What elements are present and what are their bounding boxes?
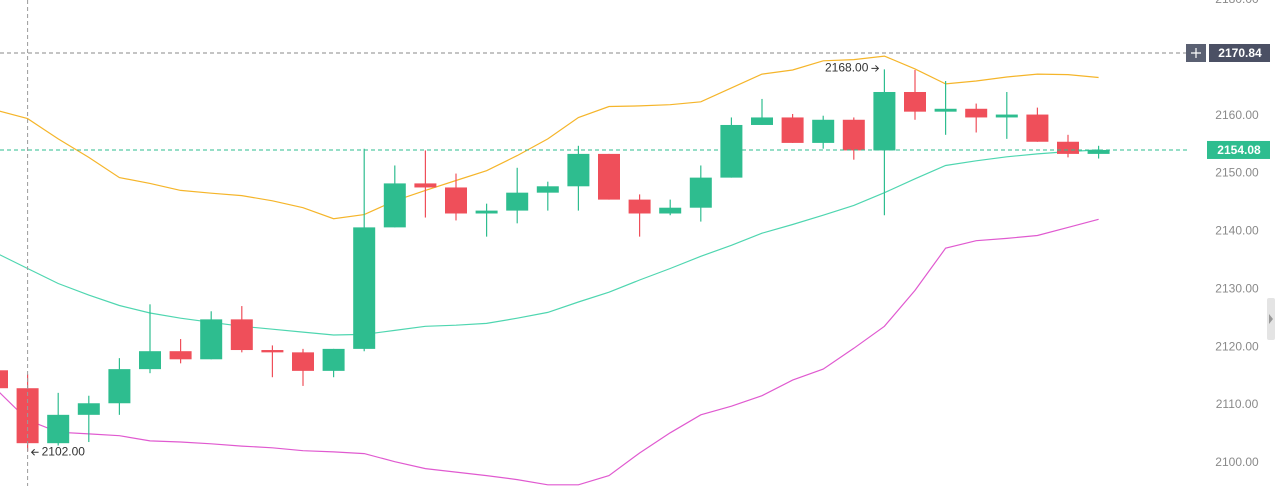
candle-body — [506, 192, 529, 211]
candle-body — [108, 369, 131, 404]
y-tick-label: 2160.00 — [1215, 108, 1259, 122]
candle-body — [812, 119, 835, 143]
crosshair-price-box — [1209, 43, 1270, 62]
candle-body — [230, 319, 253, 351]
candle-body — [77, 403, 100, 415]
candle-body — [292, 352, 314, 371]
candle-body — [781, 117, 804, 143]
candle-body — [1087, 149, 1110, 154]
candle-body — [475, 210, 498, 214]
candle-body — [689, 177, 712, 208]
candle-body — [904, 91, 926, 112]
candle-body — [659, 207, 682, 214]
candle-body — [0, 370, 8, 389]
plot-area: 2168.00 2102.00 — [0, 0, 1110, 486]
last-price: 2154.08 — [1217, 143, 1261, 157]
candle-body — [1026, 114, 1049, 142]
candle-body — [353, 227, 376, 349]
y-tick-label: 2140.00 — [1215, 224, 1259, 238]
low-arrow — [30, 448, 39, 456]
y-tick-label: 2130.00 — [1215, 281, 1259, 295]
low-label: 2102.00 — [42, 444, 86, 458]
high-arrow — [871, 65, 880, 72]
candle-body — [628, 199, 651, 214]
y-tick-label: 2120.00 — [1215, 339, 1259, 353]
candle-body — [934, 108, 957, 112]
candle-body — [1057, 141, 1079, 154]
candle-body — [567, 153, 590, 187]
candle-body — [322, 348, 345, 371]
candle-body — [751, 117, 773, 125]
band-line — [0, 149, 1099, 336]
band-line — [0, 218, 1099, 486]
candle-body — [169, 351, 192, 360]
band-line — [0, 55, 1099, 220]
candle-body — [720, 124, 743, 178]
candle-body — [139, 351, 161, 370]
y-tick-label: 2180.00 — [1215, 0, 1259, 6]
candle-body — [383, 183, 406, 228]
candle-body — [995, 114, 1018, 118]
y-tick-label: 2110.00 — [1216, 397, 1259, 411]
candle-body — [200, 319, 223, 360]
candle-body — [965, 108, 988, 118]
candle-body — [536, 186, 559, 193]
last-price-box — [1207, 140, 1270, 159]
y-tick-label: 2150.00 — [1215, 166, 1259, 180]
scroll-arrow — [1269, 314, 1273, 324]
candle-body — [842, 119, 865, 151]
candle-body — [873, 91, 896, 151]
high-label: 2168.00 — [825, 61, 869, 75]
candle-body — [47, 414, 70, 444]
candle-body — [414, 183, 437, 188]
crosshair-price: 2170.84 — [1218, 46, 1262, 60]
candle-body — [598, 153, 620, 200]
candle-body — [445, 187, 467, 214]
plus-icon — [1191, 47, 1201, 58]
candle-body — [261, 350, 284, 353]
price-axis: 2100.00 2110.00 2120.00 2130.00 2140.00 2150.… — [1215, 0, 1259, 469]
y-tick-label: 2100.00 — [1215, 455, 1259, 469]
